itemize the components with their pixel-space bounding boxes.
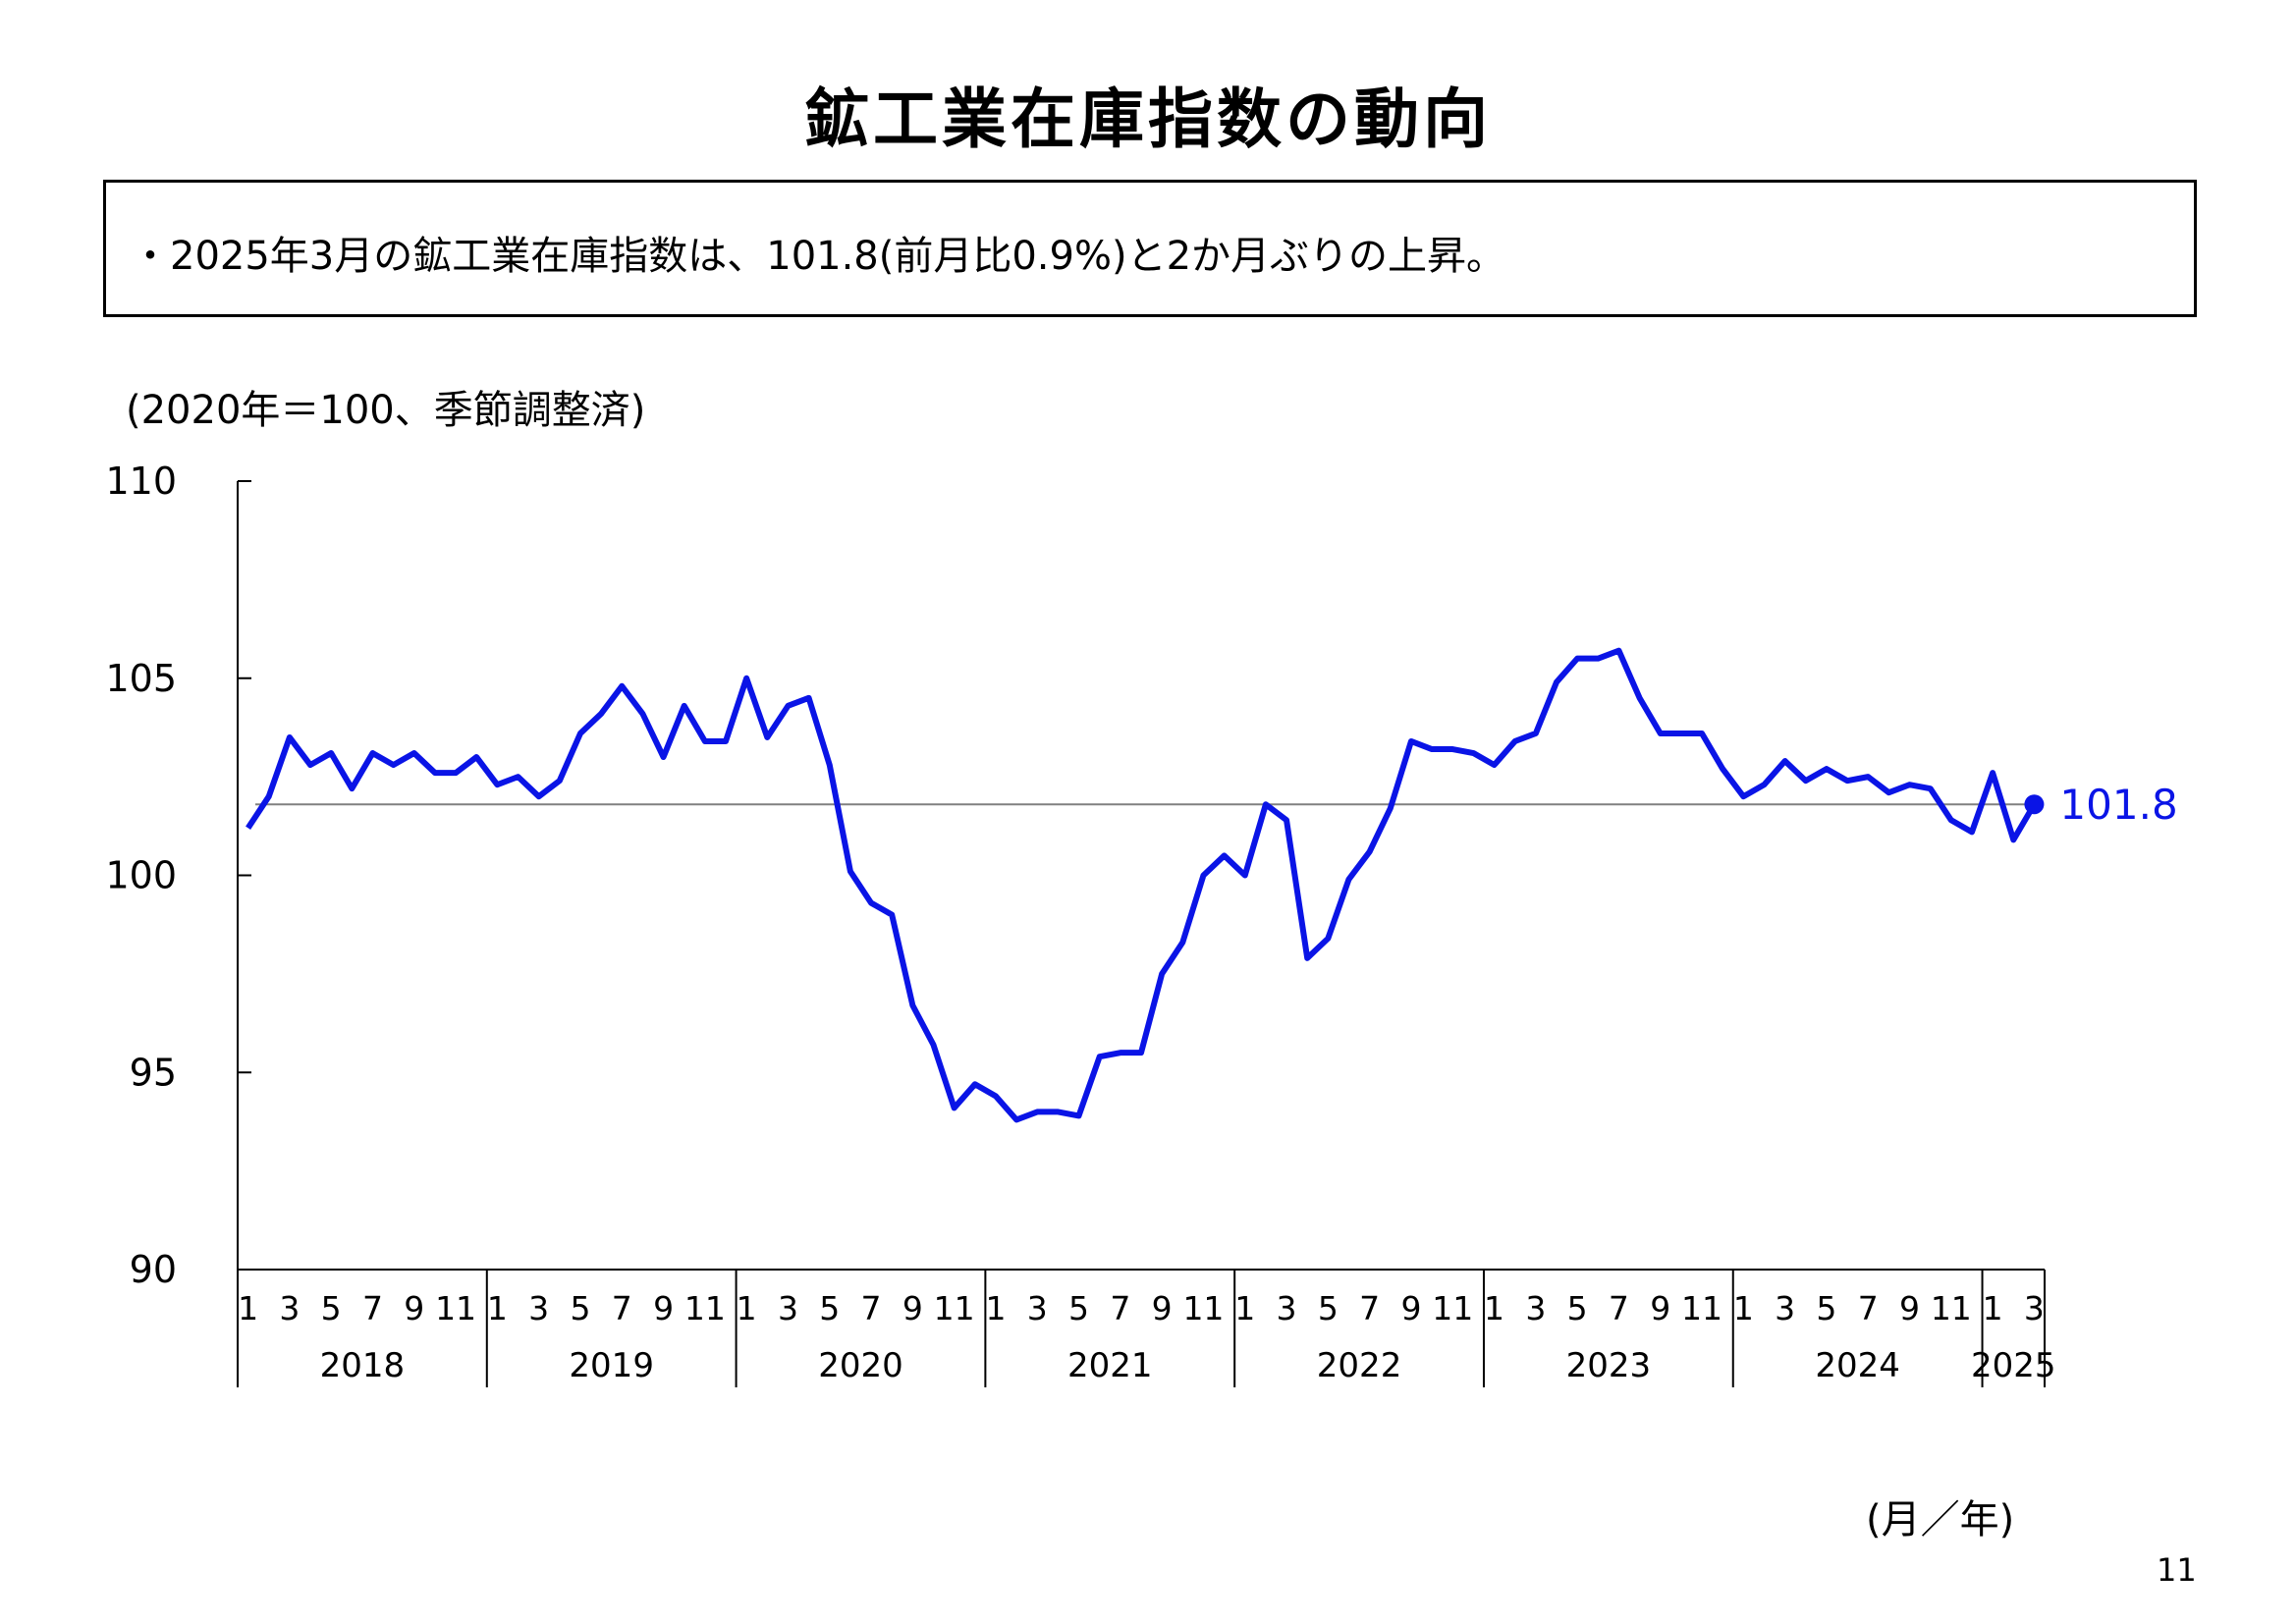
- x-month-label: 9: [1899, 1289, 1920, 1327]
- x-month-label: 1: [1234, 1289, 1255, 1327]
- y-tick-label: 100: [105, 854, 177, 897]
- x-month-label: 3: [1277, 1289, 1297, 1327]
- x-month-label: 11: [934, 1289, 975, 1327]
- x-month-label: 3: [528, 1289, 549, 1327]
- y-axis-ticks: 90 95 100 105 110: [105, 460, 251, 1291]
- x-month-label: 3: [1775, 1289, 1795, 1327]
- x-month-label: 3: [2024, 1289, 2045, 1327]
- x-month-label: 5: [321, 1289, 342, 1327]
- x-month-label: 11: [1432, 1289, 1473, 1327]
- x-axis-unit: (月／年): [1866, 1497, 2015, 1543]
- unit-note: (2020年＝100、季節調整済): [126, 388, 646, 433]
- x-month-label: 1: [737, 1289, 757, 1327]
- x-month-label: 7: [1359, 1289, 1380, 1327]
- x-year-label: 2024: [1815, 1346, 1900, 1385]
- x-year-label: 2018: [320, 1346, 406, 1385]
- x-month-label: 11: [1182, 1289, 1224, 1327]
- x-month-label: 1: [1484, 1289, 1504, 1327]
- x-month-label: 9: [404, 1289, 424, 1327]
- x-month-label: 7: [861, 1289, 882, 1327]
- x-month-label: 9: [1650, 1289, 1670, 1327]
- x-month-label: 11: [1681, 1289, 1722, 1327]
- y-tick-label: 95: [130, 1051, 177, 1094]
- page-title: 鉱工業在庫指数の動向: [804, 81, 1492, 157]
- x-month-label: 1: [985, 1289, 1006, 1327]
- page-number: 11: [2157, 1551, 2197, 1589]
- x-month-label: 11: [1931, 1289, 1972, 1327]
- x-month-label: 5: [1318, 1289, 1339, 1327]
- x-month-label: 3: [1027, 1289, 1048, 1327]
- series-group: 101.8: [246, 647, 2178, 1123]
- summary-text: ・2025年3月の鉱工業在庫指数は、101.8(前月比0.9%)と2か月ぶりの上…: [131, 234, 1506, 279]
- x-month-label: 9: [902, 1289, 923, 1327]
- x-month-label: 9: [653, 1289, 674, 1327]
- x-month-label: 7: [1858, 1289, 1879, 1327]
- x-year-label: 2020: [818, 1346, 903, 1385]
- x-month-label: 3: [279, 1289, 300, 1327]
- y-tick-label: 105: [105, 657, 177, 700]
- chart-axes: [237, 481, 2045, 1271]
- x-month-label: 1: [487, 1289, 508, 1327]
- x-month-label: 7: [362, 1289, 383, 1327]
- x-month-label: 7: [612, 1289, 632, 1327]
- x-month-label: 7: [1110, 1289, 1130, 1327]
- x-month-label: 1: [238, 1289, 258, 1327]
- x-month-label: 7: [1609, 1289, 1629, 1327]
- x-month-label: 5: [1068, 1289, 1089, 1327]
- x-month-label: 5: [570, 1289, 590, 1327]
- summary-box: ・2025年3月の鉱工業在庫指数は、101.8(前月比0.9%)と2か月ぶりの上…: [103, 180, 2197, 317]
- x-month-label: 9: [1152, 1289, 1173, 1327]
- x-month-label: 3: [778, 1289, 798, 1327]
- x-month-label: 11: [684, 1289, 726, 1327]
- x-year-label: 2022: [1317, 1346, 1402, 1385]
- x-month-label: 5: [1816, 1289, 1836, 1327]
- x-month-label: 5: [819, 1289, 840, 1327]
- x-month-label: 3: [1525, 1289, 1546, 1327]
- last-value-label: 101.8: [2059, 781, 2177, 829]
- inventory-index-line: [246, 647, 2038, 1123]
- y-tick-label: 90: [130, 1248, 177, 1291]
- x-month-label: 1: [1733, 1289, 1754, 1327]
- x-year-label: 2019: [569, 1346, 654, 1385]
- x-year-label: 2021: [1067, 1346, 1153, 1385]
- y-tick-label: 110: [105, 460, 177, 503]
- x-year-label: 2023: [1566, 1346, 1652, 1385]
- last-data-point: [2024, 794, 2045, 815]
- x-month-label: 9: [1400, 1289, 1421, 1327]
- x-month-label: 1: [1983, 1289, 2003, 1327]
- x-year-label: 2025: [1971, 1346, 2056, 1385]
- x-month-label: 5: [1567, 1289, 1588, 1327]
- x-month-label: 11: [435, 1289, 476, 1327]
